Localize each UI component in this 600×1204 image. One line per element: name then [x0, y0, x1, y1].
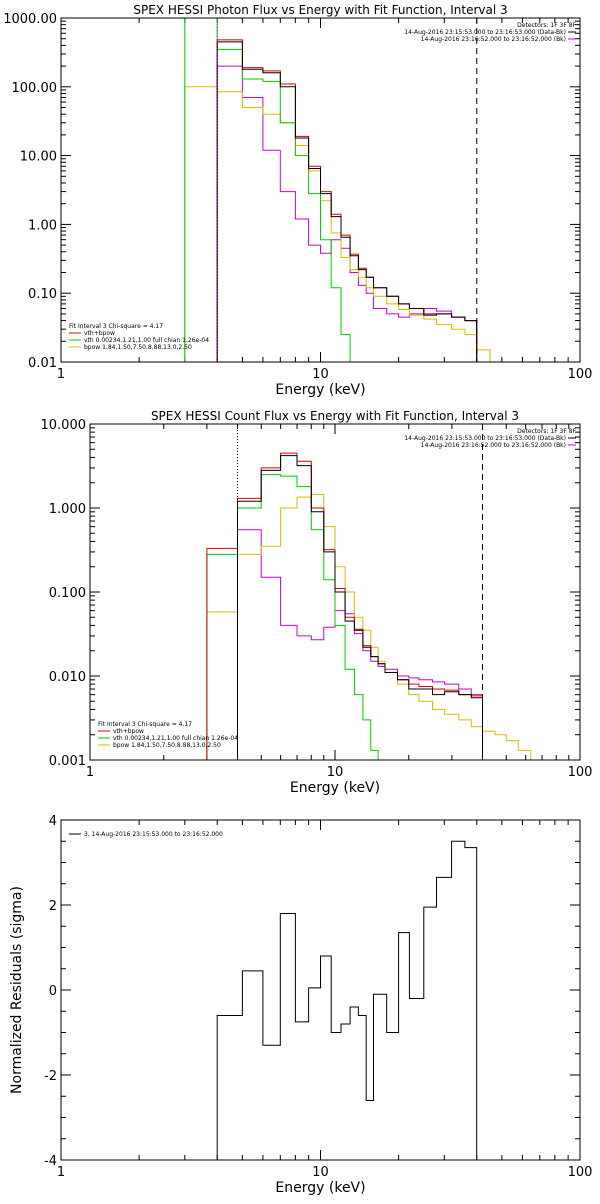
data-time-label: 14-Aug-2016 23:15:53.000 to 23:16:53.000…	[404, 435, 566, 442]
chart-title: SPEX HESSI Photon Flux vs Energy with Fi…	[133, 3, 507, 17]
x-tick-label: 10	[327, 765, 344, 780]
data-time-label: 14-Aug-2016 23:15:53.000 to 23:16:53.000…	[404, 29, 566, 36]
x-tick-label: 1	[86, 765, 94, 780]
plot-frame	[60, 17, 581, 363]
chart-panel-3: 1 10 100 -4 -2 0 2 4 Energy (keV) Normalized Resi…	[9, 814, 592, 1196]
x-tick-label: 1	[57, 1165, 65, 1180]
detectors-label: Detectors: 1F 3F 8F	[517, 22, 576, 29]
plot-area	[184, 18, 491, 362]
plot-area	[216, 840, 478, 1160]
y-tick-label: 10.00	[20, 150, 57, 165]
plot-frame	[89, 423, 581, 761]
y-tick-label: 0.010	[49, 670, 86, 685]
series-total	[216, 39, 478, 362]
legend-item: vth 0.00234,1.21,1.00 full chian 1.26e-0…	[84, 337, 209, 344]
detectors-label: Detectors: 1F 3F 8F	[517, 428, 576, 435]
x-axis-label: Energy (keV)	[275, 382, 365, 398]
chart-title: SPEX HESSI Count Flux vs Energy with Fit…	[151, 409, 519, 423]
series-vth	[206, 474, 379, 760]
legend-item: vth+bpow	[113, 728, 144, 735]
y-tick-label: 0	[49, 984, 57, 999]
x-axis-label: Energy (keV)	[275, 1180, 365, 1196]
y-tick-label: 1.00	[28, 218, 57, 233]
series-background	[237, 529, 483, 760]
fit-legend-header: Fit Interval 3 Chi-square = 4.17	[69, 323, 163, 330]
legend-item: vth+bpow	[84, 330, 115, 337]
series-residuals	[216, 840, 478, 1160]
series-bpow	[206, 493, 545, 760]
y-tick-label: 0.01	[28, 356, 57, 371]
legend-item: 3, 14-Aug-2016 23:15:53.000 to 23:16:52.…	[84, 831, 223, 838]
y-tick-label: 100.00	[12, 81, 58, 96]
x-axis-label: Energy (keV)	[290, 780, 380, 796]
x-tick-label: 100	[568, 367, 593, 382]
bk-time-label: 14-Aug-2016 23:16:52.000 to 23:16:52.000…	[421, 442, 566, 449]
plot-area	[206, 452, 545, 760]
y-tick-label: 2	[49, 899, 57, 914]
series-total	[206, 452, 483, 760]
x-tick-label: 10	[312, 367, 329, 382]
y-tick-label: 0.100	[49, 586, 86, 601]
axis-ticks	[60, 819, 580, 1161]
series-bpow	[184, 86, 491, 362]
y-tick-label: -4	[44, 1154, 57, 1169]
y-tick-label: 0.001	[49, 754, 86, 769]
x-tick-label: 1	[57, 367, 65, 382]
y-tick-label: 1000.00	[3, 12, 57, 27]
x-tick-label: 100	[568, 765, 593, 780]
series-data	[237, 455, 483, 760]
x-tick-label: 10	[312, 1165, 329, 1180]
x-tick-label: 100	[568, 1165, 593, 1180]
fit-legend-header: Fit Interval 3 Chi-square = 4.17	[98, 721, 192, 728]
chart-panel-1: SPEX HESSI Photon Flux vs Energy with Fi…	[3, 3, 593, 398]
series-vth	[184, 18, 351, 362]
y-tick-label: -2	[44, 1069, 57, 1084]
series-background	[216, 65, 478, 362]
y-tick-label: 10.000	[41, 418, 87, 433]
chart-panel-2: SPEX HESSI Count Flux vs Energy with Fit…	[41, 409, 593, 796]
legend-item: bpow 1.84,1.50,7.50,8.88,13.0,2.50	[113, 742, 221, 749]
legend-item: vth 0.00234,1.21,1.00 full chian 1.26e-0…	[113, 735, 238, 742]
y-tick-label: 0.10	[28, 287, 57, 302]
plot-frame	[60, 819, 581, 1161]
legend-item: bpow 1.84,1.50,7.50,8.88,13.0,2.50	[84, 344, 192, 351]
series-data	[216, 41, 478, 362]
bk-time-label: 14-Aug-2016 23:16:52.000 to 23:16:52.000…	[421, 36, 566, 43]
y-tick-label: 4	[49, 814, 57, 829]
y-axis-label: Normalized Residuals (sigma)	[9, 886, 25, 1094]
y-tick-label: 1.000	[49, 502, 86, 517]
